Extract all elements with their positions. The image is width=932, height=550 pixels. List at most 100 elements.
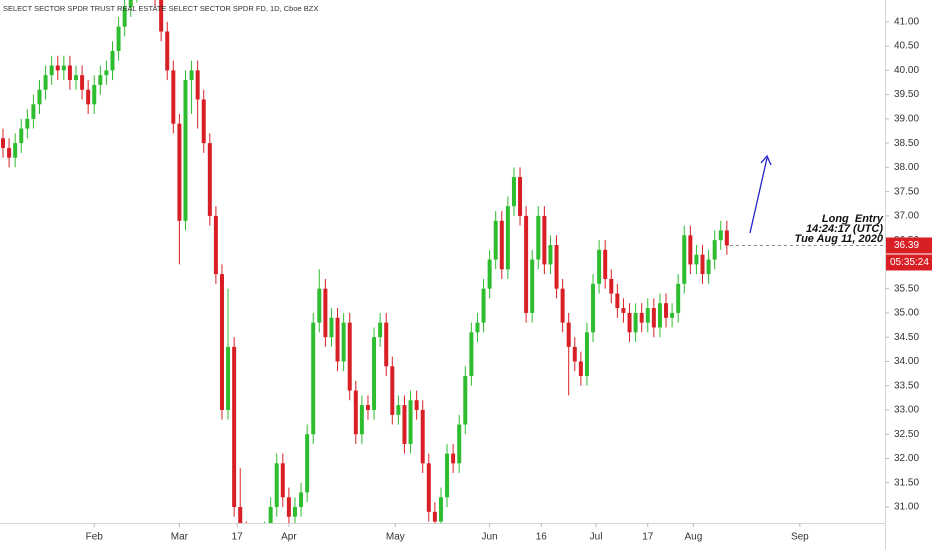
candle-body — [378, 322, 383, 338]
candle-body — [317, 288, 322, 323]
candle-body — [286, 497, 291, 517]
candle-body — [122, 7, 127, 27]
candle-body — [73, 75, 78, 81]
candle-body — [463, 375, 468, 425]
candle-body — [426, 463, 431, 512]
x-tick-label: 16 — [536, 532, 548, 543]
candle-body — [554, 245, 559, 289]
candle-body — [280, 463, 285, 498]
candle-body — [718, 230, 723, 241]
candle-body — [603, 249, 608, 279]
candle-body — [487, 259, 492, 289]
candle-body — [7, 147, 12, 158]
x-tick-label: Aug — [684, 532, 702, 543]
candle-body — [323, 288, 328, 338]
candle-body — [518, 177, 523, 216]
candle-body — [724, 230, 729, 246]
y-tick-label: 39.50 — [894, 89, 919, 100]
x-tick-label: Jul — [590, 532, 603, 543]
candle-body — [481, 288, 486, 323]
candle-body — [299, 492, 304, 507]
y-tick-label: 40.50 — [894, 41, 919, 52]
candle-body — [432, 511, 437, 522]
annotation: Tue Aug 11, 2020 — [795, 233, 884, 245]
price-label-box — [886, 237, 932, 254]
candle-body — [584, 332, 589, 376]
annotation: 14:24:17 (UTC) — [806, 223, 883, 235]
y-tick-label: 37.50 — [894, 186, 919, 197]
candle-body — [639, 312, 644, 323]
y-tick-label: 40.00 — [894, 65, 919, 76]
candle-body — [572, 346, 577, 362]
candle-body — [700, 254, 705, 275]
candle-body — [226, 346, 231, 410]
candle-body — [219, 274, 224, 410]
y-tick-label: 34.50 — [894, 332, 919, 343]
candle-body — [457, 424, 462, 464]
x-tick-label: Feb — [86, 532, 104, 543]
candle-body — [232, 346, 237, 507]
y-tick-label: 37.00 — [894, 211, 919, 222]
candle-body — [244, 531, 248, 546]
candle-body — [615, 293, 620, 309]
candle-body — [657, 303, 662, 328]
candle-body — [183, 80, 188, 221]
candle-body — [359, 405, 364, 435]
x-tick-label: Mar — [171, 532, 189, 543]
candle-body — [341, 322, 346, 362]
candle-body — [694, 254, 699, 265]
candle-body — [706, 259, 711, 275]
candle-body — [92, 84, 97, 105]
candle-body — [37, 89, 42, 105]
y-tick-label: 32.50 — [894, 429, 919, 440]
y-tick-label: 39.00 — [894, 114, 919, 125]
candle-body — [189, 70, 194, 81]
candle-body — [451, 453, 456, 464]
candle-body — [505, 206, 510, 270]
candle-body — [19, 128, 24, 144]
candle-body — [420, 409, 425, 464]
candle-body — [609, 278, 614, 294]
countdown: 05:35:24 — [890, 257, 929, 268]
candle-body — [542, 215, 547, 265]
arrow-head — [760, 154, 772, 166]
y-tick-label: 35.00 — [894, 308, 919, 319]
y-tick-label: 38.00 — [894, 162, 919, 173]
candle-body — [238, 506, 243, 523]
chart-title: SELECT SECTOR SPDR TRUST REAL ESTATE SEL… — [3, 4, 318, 13]
candle-body — [438, 497, 443, 522]
x-tick-label: 17 — [642, 532, 654, 543]
candle-body — [591, 283, 596, 333]
candle-body — [207, 143, 212, 216]
y-tick-label: 32.00 — [894, 453, 919, 464]
y-tick-label: 34.00 — [894, 356, 919, 367]
x-tick-label: Apr — [281, 532, 297, 543]
y-tick-label: 38.50 — [894, 138, 919, 149]
candle-body — [55, 65, 60, 71]
candle-body — [43, 75, 48, 90]
candles — [1, 0, 729, 546]
candle-body — [384, 322, 389, 367]
candle-body — [621, 308, 626, 313]
candle-body — [511, 177, 516, 207]
arrow — [749, 157, 768, 234]
candle-body — [104, 70, 109, 76]
candle-body — [414, 400, 419, 410]
y-tick-label: 33.00 — [894, 405, 919, 416]
candle-body — [365, 405, 370, 410]
candle-body — [560, 288, 565, 323]
candle-body — [171, 70, 176, 124]
price-label: 36.39 — [894, 240, 919, 251]
y-tick-label: 35.50 — [894, 283, 919, 294]
candle-body — [396, 405, 401, 415]
y-tick-label: 31.50 — [894, 477, 919, 488]
candle-body — [499, 220, 504, 270]
candle-body — [335, 317, 340, 362]
x-tick-label: Jun — [482, 532, 498, 543]
candle-body — [159, 0, 164, 32]
y-tick-label: 41.00 — [894, 16, 919, 27]
candle-body — [445, 453, 450, 498]
candle-body — [524, 215, 529, 313]
x-tick-label: 17 — [232, 532, 244, 543]
